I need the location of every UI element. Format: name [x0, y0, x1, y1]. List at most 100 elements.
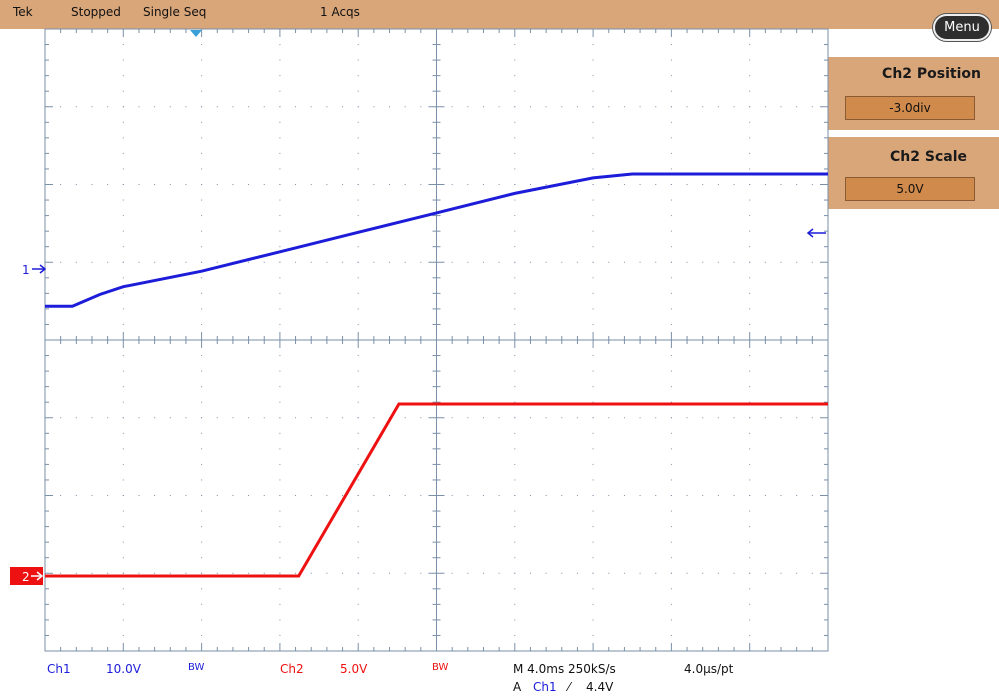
grid-dot	[764, 184, 766, 185]
ch2-label[interactable]: Ch2	[280, 662, 304, 676]
grid-dot	[201, 588, 203, 590]
grid-dot	[357, 44, 359, 46]
grid-dot	[545, 495, 547, 496]
grid-dot	[514, 44, 516, 46]
grid-dot	[75, 184, 77, 185]
grid-dot	[279, 619, 281, 621]
grid-dot	[592, 495, 594, 496]
grid-dot	[514, 634, 516, 636]
grid-dot	[764, 261, 766, 263]
grid-dot	[122, 323, 124, 325]
grid-dot	[326, 261, 328, 263]
grid-dot	[60, 106, 62, 108]
grid-dot	[201, 90, 203, 92]
timebase-readout[interactable]: M 4.0ms 250kS/s	[513, 662, 616, 676]
grid-dot	[154, 495, 156, 496]
grid-dot	[122, 386, 124, 388]
grid-dot	[420, 184, 422, 185]
grid-dot	[420, 417, 422, 419]
grid-dot	[404, 261, 406, 263]
grid-dot	[529, 106, 531, 108]
grid-dot	[216, 417, 218, 419]
ch1-label[interactable]: Ch1	[47, 662, 71, 676]
grid-dot	[529, 495, 531, 496]
grid-dot	[310, 417, 312, 419]
grid-dot	[232, 184, 234, 185]
grid-dot	[169, 572, 171, 574]
grid-dot	[670, 137, 672, 139]
grid-dot	[686, 106, 688, 108]
grid-dot	[122, 230, 124, 232]
grid-dot	[670, 75, 672, 77]
grid-dot	[122, 417, 124, 419]
grid-dot	[592, 588, 594, 590]
ch2-scale-value[interactable]: 5.0V	[845, 177, 975, 201]
grid-dot	[279, 448, 281, 450]
grid-dot	[451, 261, 453, 263]
ch2-scale-panel[interactable]: Ch2 Scale 5.0V	[828, 137, 999, 209]
grid-dot	[389, 261, 391, 263]
grid-dot	[201, 277, 203, 279]
grid-dot	[154, 106, 156, 108]
grid-dot	[138, 417, 140, 419]
grid-dot	[91, 261, 93, 263]
grid-dot	[357, 463, 359, 465]
grid-dot	[91, 495, 93, 496]
grid-dot	[702, 261, 704, 263]
grid-dot	[185, 106, 187, 108]
grid-dot	[545, 184, 547, 185]
grid-dot	[749, 541, 751, 543]
grid-dot	[185, 261, 187, 263]
grid-dot	[592, 59, 594, 61]
grid-dot	[122, 448, 124, 450]
acquisition-status: Stopped	[71, 5, 121, 19]
grid-dot	[357, 619, 359, 621]
grid-dot	[201, 510, 203, 512]
grid-dot	[357, 246, 359, 248]
grid-dot	[342, 261, 344, 263]
grid-dot	[122, 292, 124, 294]
grid-dot	[201, 246, 203, 248]
grid-dot	[545, 106, 547, 108]
grid-dot	[201, 541, 203, 543]
grid-dot	[279, 59, 281, 61]
grid-dot	[608, 572, 610, 574]
ch2-ground-marker[interactable]: 2	[10, 567, 44, 585]
menu-button[interactable]: Menu	[933, 14, 991, 41]
grid-dot	[357, 261, 359, 263]
grid-dot	[686, 261, 688, 263]
grid-dot	[326, 495, 328, 496]
grid-dot	[279, 417, 281, 419]
grid-dot	[514, 59, 516, 61]
grid-dot	[122, 137, 124, 139]
grid-dot	[326, 184, 328, 185]
grid-dot	[357, 370, 359, 372]
grid-dot	[592, 152, 594, 154]
grid-dot	[686, 184, 688, 185]
grid-dot	[670, 59, 672, 61]
grid-dot	[389, 106, 391, 108]
grid-dot	[279, 168, 281, 170]
grid-dot	[389, 495, 391, 496]
grid-dot	[749, 277, 751, 279]
grid-dot	[514, 292, 516, 294]
grid-dot	[404, 495, 406, 496]
grid-dot	[592, 432, 594, 434]
grid-dot	[263, 417, 265, 419]
ch1-ground-marker[interactable]: 1	[22, 263, 47, 277]
grid-dot	[201, 572, 203, 574]
trigger-position-marker[interactable]	[190, 30, 202, 37]
grid-dot	[404, 184, 406, 185]
ch2-position-panel[interactable]: Ch2 Position -3.0div	[828, 57, 999, 130]
grid-dot	[122, 59, 124, 61]
ch2-position-value[interactable]: -3.0div	[845, 96, 975, 120]
grid-dot	[201, 59, 203, 61]
grid-dot	[201, 557, 203, 559]
grid-dot	[279, 44, 281, 46]
grid-dot	[201, 401, 203, 403]
trigger-source[interactable]: Ch1	[533, 680, 557, 694]
ch2-marker-label: 2	[22, 570, 30, 584]
grid-dot	[295, 417, 297, 419]
grid-dot	[169, 495, 171, 496]
grid-dot	[576, 106, 578, 108]
